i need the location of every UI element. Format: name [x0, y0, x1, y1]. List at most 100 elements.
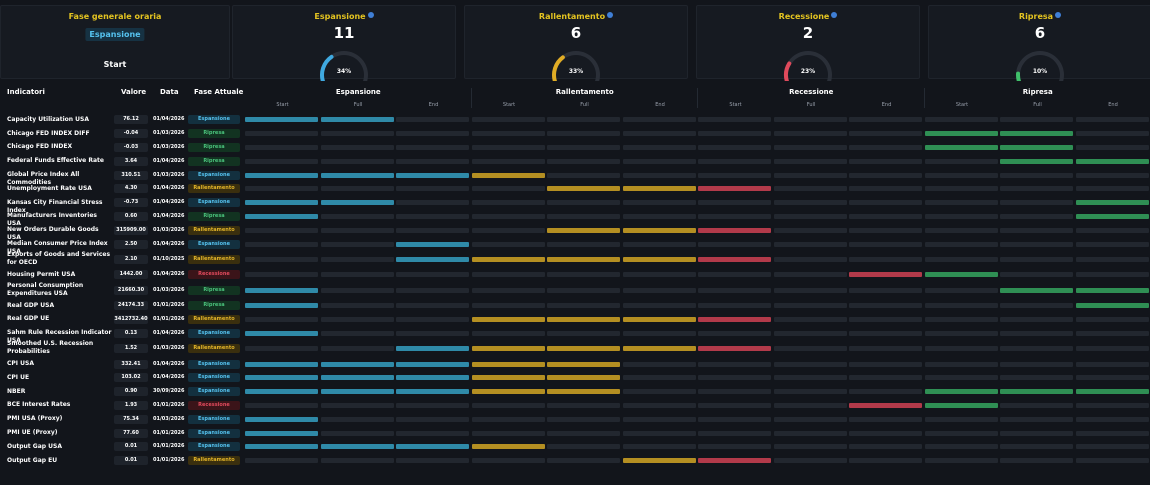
phase-badge: Espansione — [188, 442, 240, 452]
phase-segment — [622, 257, 696, 262]
phase-segment — [849, 444, 922, 450]
phase-segment — [849, 144, 922, 150]
phase-badge: Ripresa — [188, 129, 240, 139]
table-row[interactable]: Output Gap EU 0.01 01/01/2026 Rallentamento — [0, 454, 1150, 468]
info-icon[interactable] — [831, 12, 838, 18]
phase-segment — [1000, 416, 1073, 422]
indicator-name: New Orders Durable Goods USA — [7, 226, 99, 242]
phase-segment — [924, 430, 998, 436]
phase-segment — [471, 316, 545, 322]
phase-segment — [698, 213, 771, 219]
phase-segment — [320, 200, 394, 206]
phase-segment — [773, 186, 847, 192]
phase-segment — [849, 186, 922, 192]
table-row[interactable]: Kansas City Financial Stress Index -0.73 0… — [0, 196, 1150, 214]
phase-segment — [698, 330, 771, 336]
phase-segment — [396, 131, 469, 137]
table-row[interactable]: PMI USA (Proxy) 75.34 01/03/2026 Espansione — [0, 412, 1150, 426]
phase-segment — [698, 444, 771, 450]
phase-segment — [471, 272, 545, 278]
phase-segment — [471, 303, 545, 309]
phase-badge: Ripresa — [188, 142, 240, 152]
indicator-name: Chicago FED INDEX — [7, 143, 73, 151]
phase-segment — [245, 200, 318, 206]
phase-segment — [396, 257, 469, 262]
table-row[interactable]: Global Price Index All Commodities 310.51… — [0, 168, 1150, 186]
phase-segment — [849, 117, 922, 123]
table-row[interactable]: Manufacturers Inventories USA 0.60 01/04/2… — [0, 210, 1150, 227]
table-row[interactable]: Personal Consumption Expenditures USA 216… — [0, 282, 1150, 299]
phase-segment — [924, 257, 998, 262]
phase-segment — [622, 287, 696, 293]
phase-segment — [924, 241, 998, 247]
table-row[interactable]: Capacity Utilization USA 76.12 01/04/2026 E… — [0, 113, 1150, 127]
phase-segment — [547, 131, 620, 137]
phase-segment — [1075, 416, 1149, 422]
table-row[interactable]: Federal Funds Effective Rate 3.64 01/04/20… — [0, 154, 1150, 168]
phase-segment — [1075, 402, 1149, 408]
subphase-label: End — [1108, 102, 1118, 108]
phase-segment — [471, 389, 545, 395]
phase-segment — [547, 257, 620, 262]
indicator-value: 0.01 — [114, 456, 148, 466]
table-row[interactable]: Chicago FED INDEX -0.03 01/03/2026 Ripresa — [0, 141, 1150, 155]
phase-segment — [471, 375, 545, 381]
indicator-name: Personal Consumption Expenditures USA — [7, 281, 84, 297]
phase-segment — [698, 172, 771, 178]
indicator-name: Federal Funds Effective Rate — [7, 157, 104, 165]
table-row[interactable]: CPI UE 103.02 01/04/2026 Espansione — [0, 371, 1150, 385]
info-icon[interactable] — [607, 12, 614, 18]
table-row[interactable]: Median Consumer Price Index USA 2.50 01/04… — [0, 237, 1150, 255]
phase-badge: Ripresa — [188, 156, 240, 166]
indicator-value: 3412732.40 — [114, 314, 148, 324]
gauge-track — [1016, 51, 1064, 81]
phase-segment — [245, 402, 318, 408]
phase-segment — [1075, 303, 1149, 309]
gauge — [1016, 51, 1064, 81]
info-icon[interactable] — [367, 12, 374, 18]
phase-segment — [1075, 186, 1149, 192]
phase-segment — [320, 458, 394, 464]
phase-badge: Ripresa — [188, 211, 240, 221]
subphase-label: End — [655, 102, 665, 108]
table-row[interactable]: NBER 0.90 30/09/2026 Espansione — [0, 385, 1150, 399]
table-row[interactable]: PMI UE (Proxy) 77.60 01/01/2026 Espansione — [0, 426, 1150, 440]
phase-badge: Espansione — [188, 373, 240, 383]
phase-segment — [924, 330, 998, 336]
phase-segment — [622, 213, 696, 219]
phase-segment — [396, 430, 469, 436]
table-row[interactable]: Housing Permit USA 1442.00 01/04/2026 Reces… — [0, 268, 1150, 282]
phase-segment — [320, 287, 394, 293]
info-icon[interactable] — [1055, 12, 1062, 18]
phase-segment — [396, 117, 469, 123]
table-row[interactable]: Unemployment Rate USA 4.30 01/04/2026 Ralle… — [0, 182, 1150, 196]
phase-badge: Rallentamento — [188, 184, 240, 194]
phase-segment — [924, 172, 998, 178]
phase-segment — [471, 131, 545, 137]
phase-segment — [773, 227, 847, 233]
indicator-value: 0.13 — [114, 328, 148, 338]
phase-segment — [622, 330, 696, 336]
table-row[interactable]: CPI USA 332.41 01/04/2026 Espansione — [0, 357, 1150, 371]
stat-count: 11 — [333, 24, 355, 42]
table-row[interactable]: Sahm Rule Recession Indicator USA 0.13 01/… — [0, 326, 1150, 344]
phase-segment — [1075, 144, 1149, 150]
table-row[interactable]: Real GDP UE 3412732.40 01/01/2026 Rallentam… — [0, 313, 1150, 327]
phase-divider — [470, 88, 472, 108]
phase-segment — [698, 361, 771, 367]
phase-segment — [698, 200, 771, 206]
phase-segment — [547, 272, 620, 278]
indicator-name: Chicago FED INDEX DIFF — [7, 129, 90, 137]
indicator-value: 76.12 — [114, 115, 148, 125]
table-row[interactable]: Real GDP USA 24174.33 01/01/2026 Ripresa — [0, 299, 1150, 313]
table-row[interactable]: Exports of Goods and Services for OECD 2.… — [0, 251, 1150, 268]
indicator-value: 2.50 — [114, 239, 148, 249]
phase-segment — [622, 303, 696, 309]
table-row[interactable]: Output Gap USA 0.01 01/01/2026 Espansione — [0, 440, 1150, 454]
phase-segment — [1000, 389, 1073, 395]
table-row[interactable]: Smoothed U.S. Recession Probabilities 1.5… — [0, 340, 1150, 357]
table-row[interactable]: BCE Interest Rates 1.93 01/01/2026 Recessio… — [0, 399, 1150, 413]
table-row[interactable]: New Orders Durable Goods USA 315909.00 01/… — [0, 223, 1150, 241]
phase-segment — [320, 144, 394, 150]
table-row[interactable]: Chicago FED INDEX DIFF -0.04 01/03/2026 Rip… — [0, 127, 1150, 141]
